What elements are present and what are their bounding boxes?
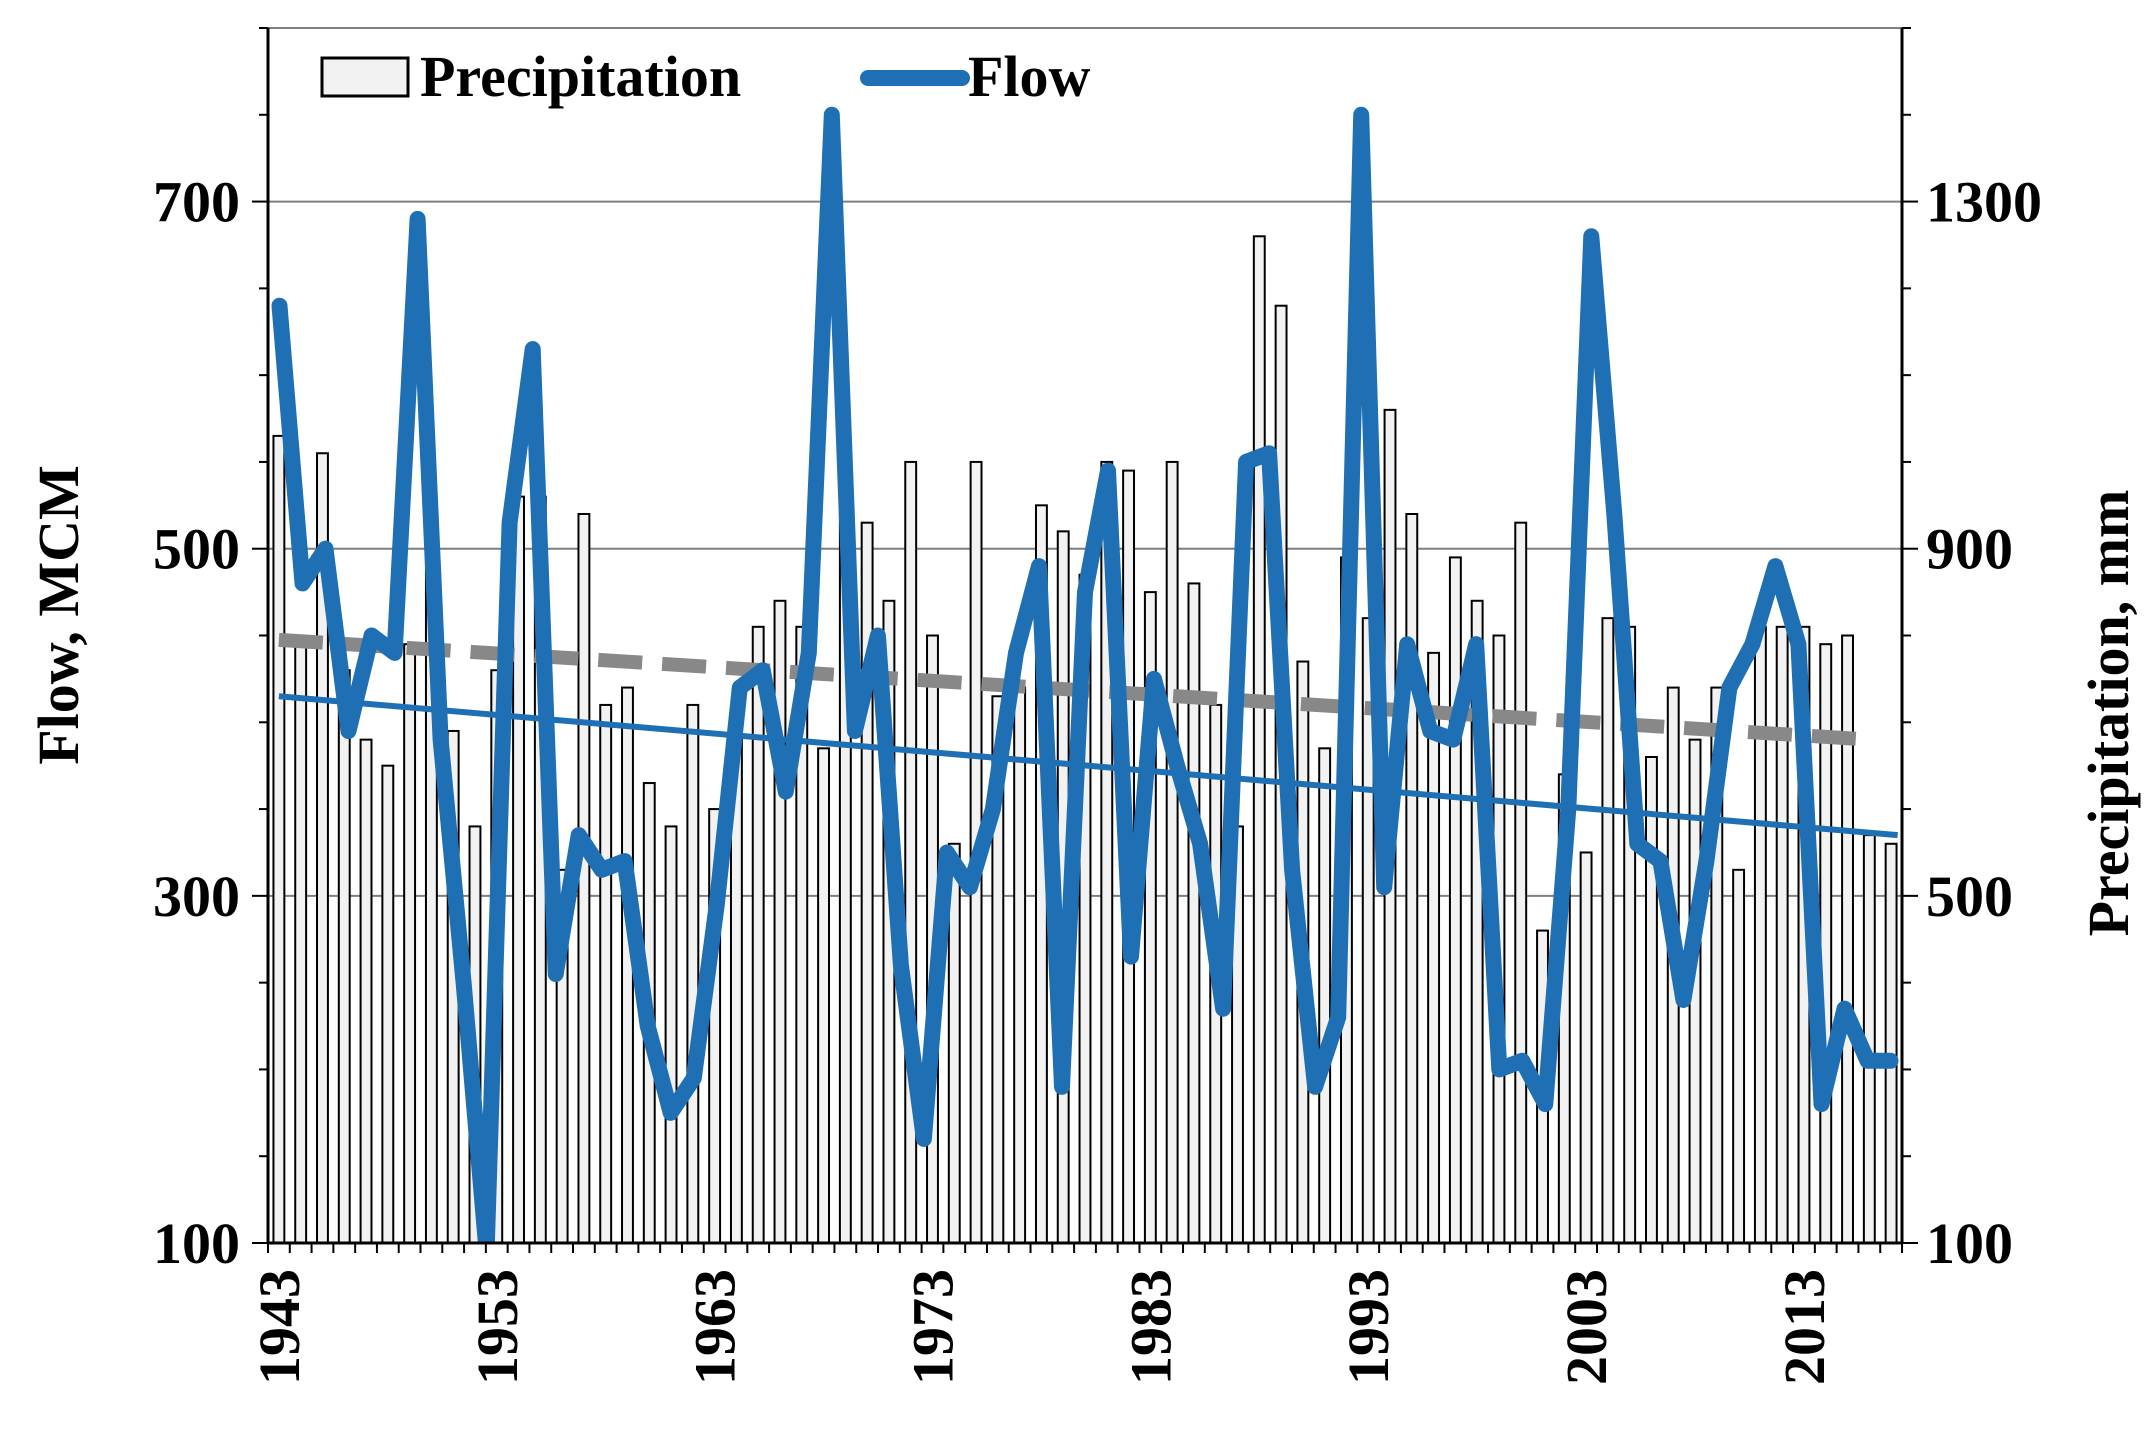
precip-bar-1966 — [773, 599, 787, 1244]
right-y-tick-label-900: 900 — [1926, 517, 2013, 582]
precip-bar-1984 — [1165, 460, 1179, 1244]
precip-bar-1997 — [1448, 556, 1462, 1244]
precip-bar-1958 — [599, 703, 613, 1244]
precip-bar-1965 — [751, 625, 765, 1244]
precip-bar-2004 — [1601, 617, 1615, 1244]
precip-bar-1944 — [294, 634, 308, 1244]
precip-bar-1957 — [577, 513, 591, 1244]
left-y-tick-label-500: 500 — [153, 517, 240, 582]
x-tick-label-1943: 1943 — [247, 1269, 312, 1385]
precip-bar-2000 — [1514, 521, 1528, 1244]
flow-series — [271, 106, 1899, 1243]
x-tick-label-1963: 1963 — [683, 1269, 748, 1385]
precip-bar-2017 — [1884, 842, 1898, 1244]
flow-line — [271, 106, 1899, 1243]
axis-tick-labels: 100 300 500 700 100 500 900 1300 1943 1953 1963 197… — [153, 170, 2042, 1385]
precip-bar-2010 — [1732, 868, 1746, 1244]
legend-precipitation-label: Precipitation — [420, 44, 741, 109]
precip-bar-1985 — [1187, 582, 1201, 1244]
precip-bar-1962 — [686, 703, 700, 1244]
x-tick-label-1983: 1983 — [1118, 1269, 1183, 1385]
x-tick-label-2013: 2013 — [1772, 1269, 1837, 1385]
left-y-tick-label-700: 700 — [153, 170, 240, 235]
precip-bar-2003 — [1579, 851, 1593, 1244]
precip-bar-1943 — [272, 434, 286, 1244]
right-y-tick-label-500: 500 — [1926, 864, 2013, 929]
precip-bar-1948 — [381, 764, 395, 1245]
precip-bar-2015 — [1841, 634, 1854, 1244]
x-tick-label-1993: 1993 — [1336, 1269, 1401, 1385]
x-tick-label-1953: 1953 — [465, 1269, 530, 1385]
precip-bar-2012 — [1775, 625, 1789, 1244]
legend-flow-label: Flow — [968, 44, 1091, 109]
precip-bar-1949 — [403, 643, 417, 1244]
precip-bar-2011 — [1753, 625, 1767, 1244]
axis-ticks — [252, 27, 1918, 1253]
legend: Precipitation Flow — [320, 44, 1091, 109]
y-axis-right-title: Precipitation, mm — [2076, 490, 2141, 937]
right-y-tick-label-100: 100 — [1926, 1211, 2013, 1276]
right-y-tick-label-1300: 1300 — [1926, 170, 2042, 235]
precip-bar-1977 — [1013, 686, 1027, 1244]
precip-bar-1946 — [337, 669, 351, 1244]
x-tick-label-2003: 2003 — [1554, 1269, 1619, 1385]
left-y-tick-label-300: 300 — [153, 864, 240, 929]
precip-bar-1968 — [817, 747, 831, 1244]
legend-precipitation-swatch — [320, 56, 410, 98]
precip-bar-1970 — [860, 521, 874, 1244]
left-y-tick-label-100: 100 — [153, 1211, 240, 1276]
precip-bar-1947 — [359, 738, 373, 1245]
y-axis-left-title: Flow, MCM — [26, 465, 91, 765]
precip-bar-1961 — [664, 825, 678, 1245]
precip-bar-2006 — [1645, 756, 1658, 1244]
precip-bar-1995 — [1405, 513, 1419, 1244]
x-tick-label-1973: 1973 — [900, 1269, 965, 1385]
precip-bar-1988 — [1252, 235, 1266, 1245]
precip-bar-1991 — [1318, 747, 1332, 1244]
